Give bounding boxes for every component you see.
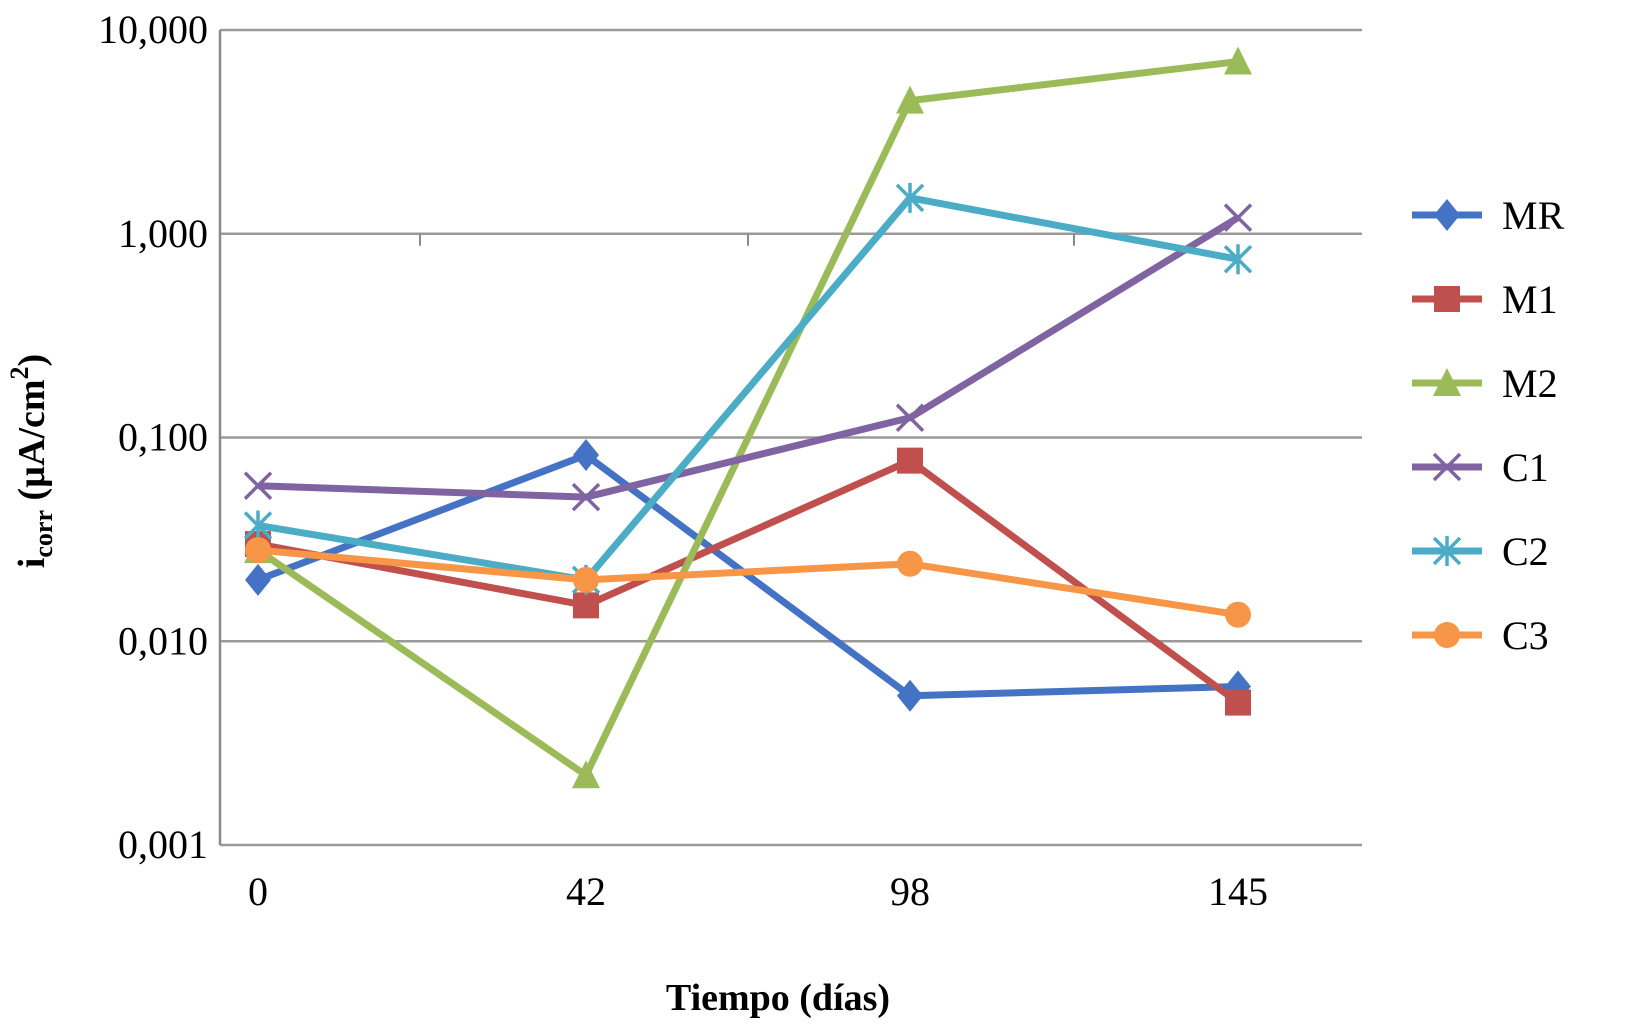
data-point-c2-0 — [243, 510, 273, 541]
legend-label-mr: MR — [1502, 193, 1565, 238]
series-c1 — [243, 203, 1253, 512]
series-m2 — [244, 46, 1252, 789]
data-point-c3-145 — [1225, 601, 1251, 628]
data-point-c1-42 — [571, 482, 601, 512]
series-line-mr — [256, 451, 1239, 700]
data-point-m1-98 — [897, 447, 923, 474]
legend-label-m1: M1 — [1502, 277, 1558, 322]
tick-labels: 0,001 0,010 0,100 1,000 10,000 0 42 98 145 — [98, 7, 1268, 914]
data-point-c1-0 — [243, 471, 273, 500]
series-line-m1 — [257, 457, 1241, 706]
legend-label-c1: C1 — [1502, 445, 1549, 490]
gridlines — [220, 28, 1362, 847]
legend-marker-c3 — [1434, 622, 1460, 648]
series-line-c1 — [257, 214, 1240, 501]
data-point-mr-0 — [245, 563, 271, 596]
legend-item-m2: M2 — [1412, 361, 1558, 406]
legend-marker-mr — [1434, 199, 1460, 231]
data-point-c1-98 — [895, 403, 925, 432]
x-tick-label-98: 98 — [890, 869, 930, 914]
y-axis-title-symbol: i — [11, 558, 53, 569]
data-point-m1-42 — [573, 592, 599, 619]
series-line-c3 — [257, 546, 1239, 619]
legend-label-c2: C2 — [1502, 529, 1549, 574]
y-tick-label: 0,001 — [118, 822, 208, 867]
data-point-mr-98 — [897, 679, 923, 712]
x-axis-title: Tiempo (días) — [666, 977, 890, 1019]
legend-label-c3: C3 — [1502, 613, 1549, 658]
data-point-c3-0 — [245, 537, 271, 564]
y-tick-label: 10,000 — [98, 7, 208, 52]
data-point-c2-145 — [1223, 244, 1253, 275]
x-tick-label-145: 145 — [1208, 869, 1268, 914]
x-tick-label-0: 0 — [248, 869, 268, 914]
legend-item-m1: M1 — [1412, 277, 1558, 322]
axes — [218, 30, 1075, 845]
data-point-c3-42 — [573, 566, 599, 593]
series-mr — [245, 439, 1251, 712]
data-point-m2-145 — [1224, 46, 1252, 75]
y-axis-title: icorr (µA/cm2) — [5, 354, 58, 568]
data-point-c2-98 — [895, 182, 925, 213]
series-c3 — [245, 537, 1251, 628]
data-point-m1-145 — [1225, 689, 1251, 716]
legend-item-c1: C1 — [1412, 445, 1549, 490]
data-point-c3-98 — [897, 550, 923, 577]
y-axis-title-unit: (µA/cm — [11, 379, 53, 510]
legend-marker-c2 — [1432, 536, 1462, 566]
x-tick-label-42: 42 — [566, 869, 606, 914]
legend-marker-m1 — [1434, 286, 1460, 312]
legend: MR M1 M2 C1 C2 C3 — [1412, 193, 1565, 658]
y-axis-title-superscript: 2 — [5, 366, 34, 379]
legend-marker-m2 — [1433, 368, 1461, 396]
legend-item-c2: C2 — [1412, 529, 1549, 574]
y-tick-label: 0,100 — [118, 415, 208, 460]
legend-item-mr: MR — [1412, 193, 1565, 238]
data-point-mr-42 — [573, 439, 599, 472]
y-tick-label: 1,000 — [118, 211, 208, 256]
data-point-m2-98 — [896, 85, 924, 114]
y-axis-title-subscript: corr — [29, 510, 58, 558]
data-point-c1-145 — [1223, 203, 1253, 232]
series-line-c2 — [257, 194, 1239, 584]
y-axis-title-unit-close: ) — [11, 354, 53, 367]
legend-item-c3: C3 — [1412, 613, 1549, 658]
legend-label-m2: M2 — [1502, 361, 1558, 406]
series-group — [243, 46, 1253, 789]
legend-marker-c1 — [1432, 452, 1462, 482]
series-line-m2 — [256, 58, 1239, 779]
data-point-m2-42 — [572, 760, 600, 789]
y-tick-label: 0,010 — [118, 618, 208, 663]
